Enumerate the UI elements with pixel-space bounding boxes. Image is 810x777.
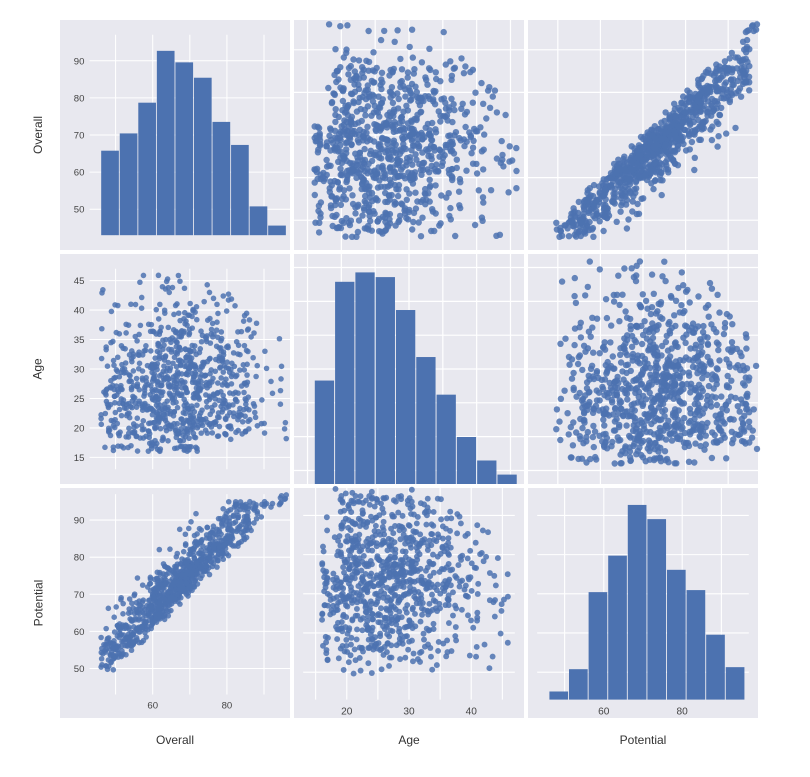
scatter-potential-vs-age <box>528 254 758 484</box>
svg-text:60: 60 <box>74 627 85 638</box>
hist-overall: 50 60 70 80 90 <box>60 20 290 250</box>
xlabel-overall: Overall <box>60 722 290 758</box>
svg-text:80: 80 <box>222 700 233 711</box>
svg-text:45: 45 <box>74 276 85 287</box>
hist-potential: 6080 <box>528 488 758 718</box>
xlabel-text: Potential <box>620 733 667 747</box>
corner-blank <box>20 722 56 758</box>
svg-text:70: 70 <box>74 130 85 141</box>
pairplot-grid: Overall 50 60 70 80 90 Age 15 20 25 30 35 40 45 Potent… <box>20 20 754 754</box>
svg-text:80: 80 <box>74 553 85 564</box>
scatter-overall-vs-age: 15 20 25 30 35 40 45 <box>60 254 290 484</box>
svg-text:30: 30 <box>74 364 85 375</box>
svg-text:60: 60 <box>74 168 85 179</box>
ylabel-overall: Overall <box>20 20 56 250</box>
svg-text:35: 35 <box>74 335 85 346</box>
ylabel-age: Age <box>20 254 56 484</box>
ylabel-text: Age <box>31 358 45 379</box>
ylabel-text: Potential <box>31 580 45 627</box>
svg-text:40: 40 <box>74 306 85 317</box>
svg-text:70: 70 <box>74 590 85 601</box>
xlabel-text: Overall <box>156 733 194 747</box>
scatter-overall-vs-potential: 50 60 70 80 90 60 80 <box>60 488 290 718</box>
svg-text:90: 90 <box>74 516 85 527</box>
scatter-age-vs-potential: 203040 <box>294 488 524 718</box>
svg-text:50: 50 <box>74 664 85 675</box>
svg-text:50: 50 <box>74 205 85 216</box>
scatter-potential-vs-overall <box>528 20 758 250</box>
xlabel-age: Age <box>294 722 524 758</box>
pairplot-container: Overall 50 60 70 80 90 Age 15 20 25 30 35 40 45 Potent… <box>20 20 754 754</box>
svg-text:15: 15 <box>74 453 85 464</box>
svg-text:25: 25 <box>74 394 85 405</box>
hist-age <box>294 254 524 484</box>
svg-text:60: 60 <box>147 700 158 711</box>
scatter-age-vs-overall <box>294 20 524 250</box>
svg-text:90: 90 <box>74 56 85 67</box>
xlabel-text: Age <box>398 733 419 747</box>
svg-text:80: 80 <box>74 93 85 104</box>
xlabel-potential: Potential <box>528 722 758 758</box>
svg-text:20: 20 <box>74 423 85 434</box>
ylabel-potential: Potential <box>20 488 56 718</box>
ylabel-text: Overall <box>31 116 45 154</box>
